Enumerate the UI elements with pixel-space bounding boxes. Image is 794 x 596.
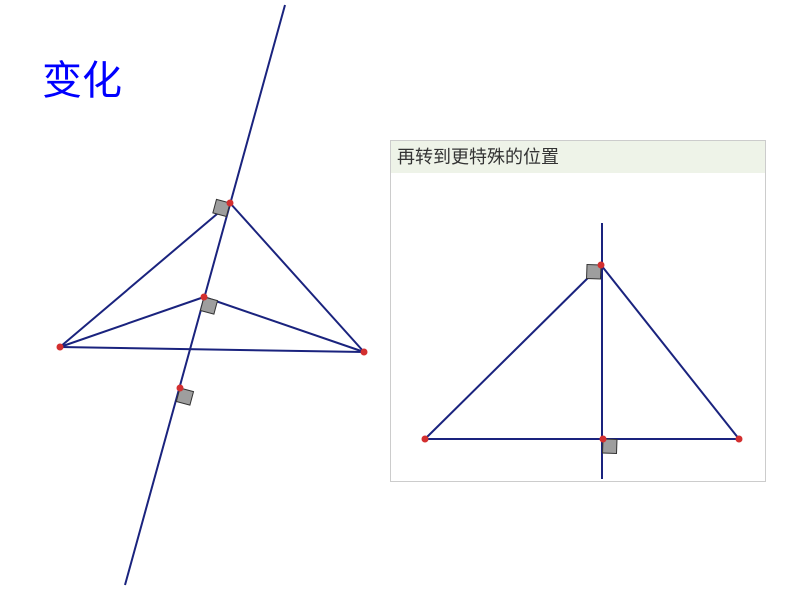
right-panel-body [391,173,765,481]
right-geometry-svg [391,173,765,481]
page-title: 变化 [42,48,122,106]
left-geometry-svg [30,105,380,485]
right-diagram-panel: 再转到更特殊的位置 [390,140,766,482]
right-panel-header: 再转到更特殊的位置 [391,141,765,173]
left-diagram-panel [30,105,380,485]
